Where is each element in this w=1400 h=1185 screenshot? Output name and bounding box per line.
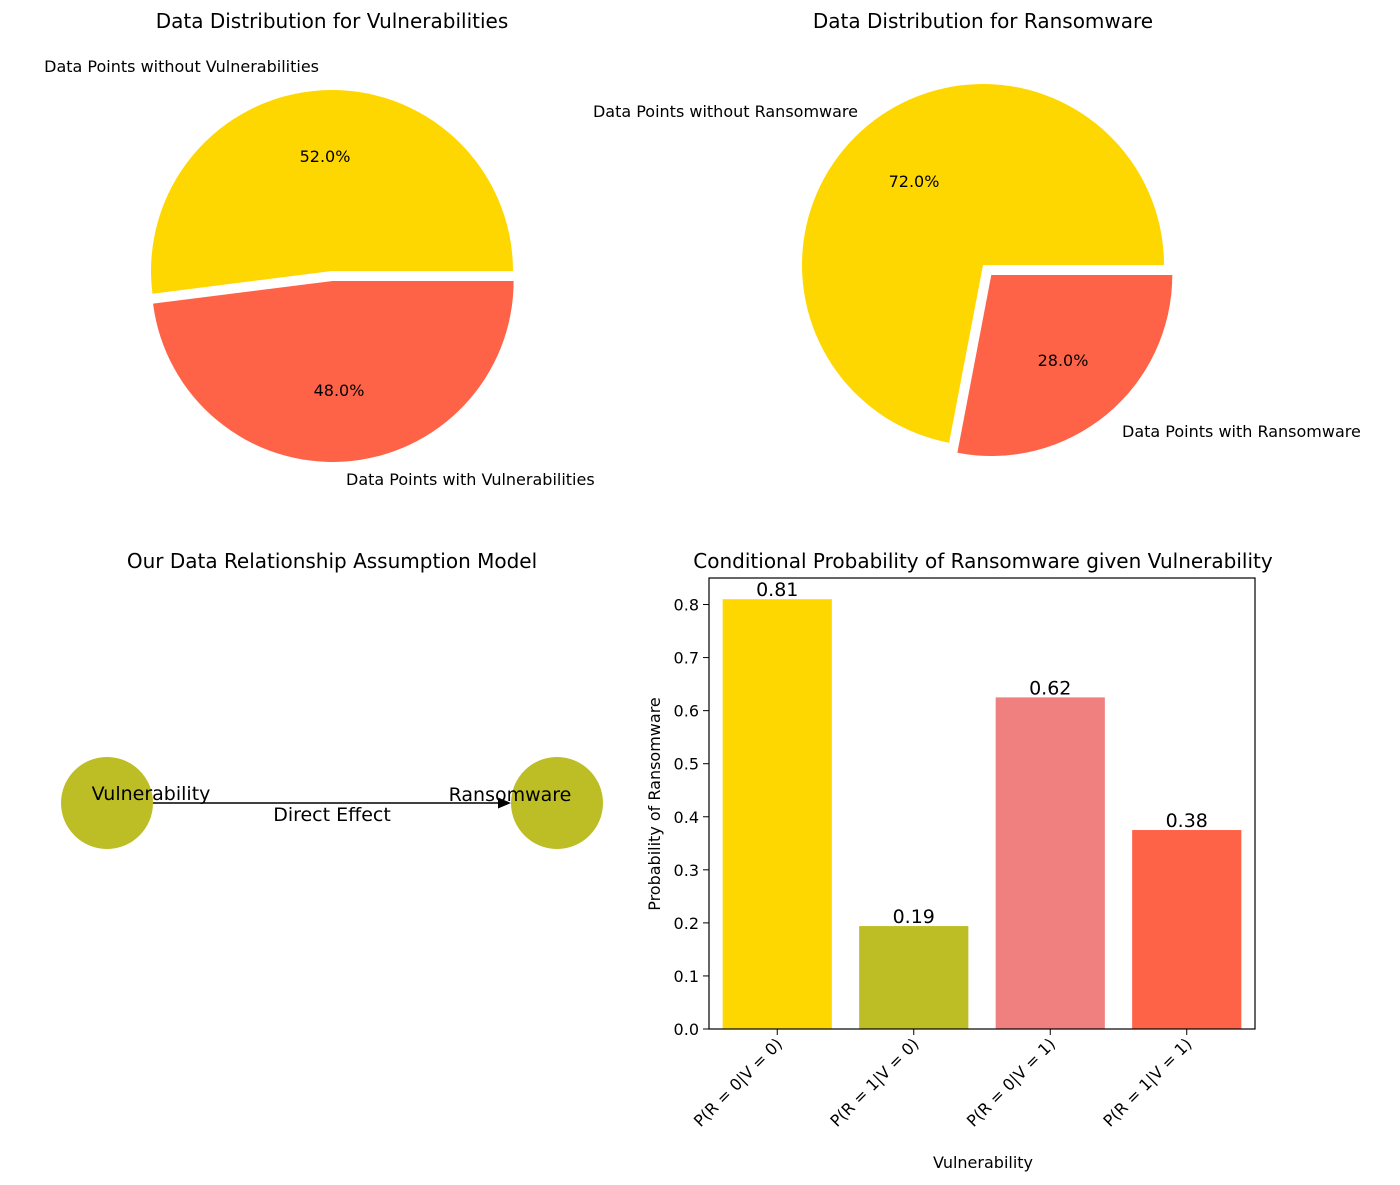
pie-pct-with-ransomware: 28.0% [1038, 351, 1089, 370]
pie-label-with-vulnerabilities: Data Points with Vulnerabilities [346, 470, 595, 489]
node-label-ransomware: Ransomware [449, 784, 572, 806]
diagram-title: Our Data Relationship Assumption Model [127, 549, 537, 573]
bar-chart-panel: Conditional Probability of Ransomware gi… [645, 549, 1273, 1172]
bar [995, 697, 1105, 1029]
edge-label-direct-effect: Direct Effect [273, 804, 391, 826]
arrowhead-icon [498, 797, 511, 809]
x-tick-label: P(R = 1|V = 0) [826, 1034, 922, 1130]
pie-slice-without-vulnerabilities [151, 89, 514, 294]
bar [859, 926, 969, 1029]
x-tick-label: P(R = 1|V = 1) [1099, 1034, 1195, 1130]
x-tick-label: P(R = 0|V = 0) [690, 1034, 786, 1130]
bar-value-label: 0.81 [756, 579, 798, 601]
plot-frame [708, 577, 1256, 1030]
x-axis-label: Vulnerability [933, 1153, 1033, 1172]
bar [722, 599, 832, 1029]
pie-label-with-ransomware: Data Points with Ransomware [1122, 422, 1361, 441]
y-axis-label: Probability of Ransomware [645, 697, 664, 911]
vulnerabilities-pie-panel: Data Distribution for Vulnerabilities 52… [44, 9, 595, 489]
pie-label-without-ransomware: Data Points without Ransomware [593, 102, 858, 121]
y-tick-label: 0.8 [674, 596, 699, 615]
pie-label-without-vulnerabilities: Data Points without Vulnerabilities [44, 57, 319, 76]
y-tick-label: 0.6 [674, 702, 699, 721]
x-axis-ticks: P(R = 0|V = 0) P(R = 1|V = 0) P(R = 0|V = … [690, 1029, 1196, 1131]
node-label-vulnerability: Vulnerability [92, 783, 211, 805]
pie-slice-with-vulnerabilities [153, 280, 514, 462]
bar-value-label: 0.38 [1166, 810, 1208, 832]
node-ransomware [511, 757, 603, 849]
x-tick-label: P(R = 0|V = 1) [963, 1034, 1059, 1130]
ransomware-pie-title: Data Distribution for Ransomware [813, 9, 1153, 33]
bar [1132, 830, 1242, 1029]
pie-pct-without-ransomware: 72.0% [889, 172, 940, 191]
ransomware-pie-panel: Data Distribution for Ransomware 72.0% 2… [593, 9, 1361, 457]
bar-value-label: 0.19 [893, 906, 935, 928]
y-axis-ticks: 0.0 0.1 0.2 0.3 0.4 0.5 0.6 0.7 0.8 [674, 596, 709, 1039]
bar-series: 0.81 0.19 0.62 0.38 [722, 579, 1242, 1029]
pie-pct-without-vulnerabilities: 52.0% [300, 147, 351, 166]
bar-value-label: 0.62 [1029, 677, 1071, 699]
y-tick-label: 0.7 [674, 649, 699, 668]
y-tick-label: 0.2 [674, 914, 699, 933]
y-tick-label: 0.1 [674, 967, 699, 986]
node-vulnerability [61, 757, 153, 849]
vulnerabilities-pie-title: Data Distribution for Vulnerabilities [156, 9, 509, 33]
y-tick-label: 0.5 [674, 755, 699, 774]
relationship-diagram-panel: Our Data Relationship Assumption Model V… [61, 549, 603, 849]
bar-chart-title: Conditional Probability of Ransomware gi… [693, 549, 1273, 573]
y-tick-label: 0.3 [674, 861, 699, 880]
y-tick-label: 0.4 [674, 808, 699, 827]
pie-slice-without-ransomware [802, 83, 1164, 443]
y-tick-label: 0.0 [674, 1020, 699, 1039]
pie-slice-with-ransomware [957, 275, 1173, 457]
pie-pct-with-vulnerabilities: 48.0% [314, 381, 365, 400]
